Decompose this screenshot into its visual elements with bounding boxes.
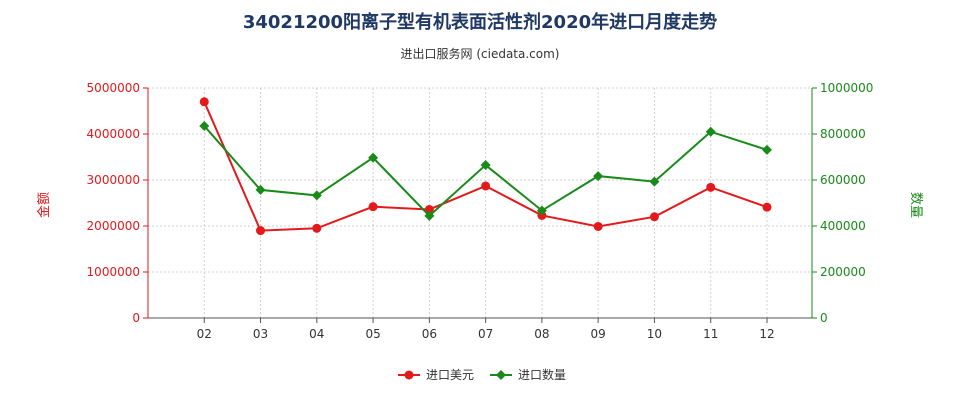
- data-point: [761, 144, 772, 155]
- left-axis-label: 金额: [36, 192, 52, 218]
- x-axis-tick-label: 06: [422, 327, 437, 341]
- data-point: [705, 126, 716, 137]
- legend-marker: [404, 370, 414, 380]
- x-axis-tick-label: 05: [365, 327, 380, 341]
- data-point: [424, 210, 435, 221]
- right-axis-tick-label: 0: [820, 311, 828, 325]
- x-axis-tick-label: 08: [534, 327, 549, 341]
- legend-marker: [496, 370, 506, 380]
- series-layer: [199, 97, 772, 236]
- data-point: [199, 120, 210, 131]
- axes: 0100000020000003000000400000050000000200…: [87, 81, 874, 341]
- left-axis-tick-label: 3000000: [87, 173, 140, 187]
- x-axis-tick-label: 04: [309, 327, 324, 341]
- data-point: [536, 205, 547, 216]
- right-axis-tick-label: 1000000: [820, 81, 873, 95]
- data-point: [199, 97, 209, 107]
- left-axis-tick-label: 1000000: [87, 265, 140, 279]
- left-axis-tick-label: 5000000: [87, 81, 140, 95]
- data-point: [593, 221, 603, 231]
- data-point: [368, 152, 379, 163]
- data-point: [312, 223, 322, 233]
- chart-subtitle: 进出口服务网 (ciedata.com): [401, 46, 560, 61]
- right-axis-tick-label: 200000: [820, 265, 866, 279]
- legend-label: 进口美元: [426, 368, 474, 382]
- right-axis-label: 数量: [908, 192, 923, 218]
- x-axis-tick-label: 07: [478, 327, 493, 341]
- x-axis-tick-label: 11: [703, 327, 718, 341]
- right-axis-tick-label: 600000: [820, 173, 866, 187]
- left-axis-tick-label: 0: [132, 311, 140, 325]
- left-axis-tick-label: 2000000: [87, 219, 140, 233]
- x-axis-tick-label: 12: [759, 327, 774, 341]
- data-point: [256, 226, 266, 236]
- data-point: [481, 181, 491, 191]
- x-axis-tick-label: 10: [647, 327, 662, 341]
- data-point: [480, 160, 491, 171]
- data-point: [255, 184, 266, 195]
- data-point: [706, 182, 716, 192]
- chart-title: 34021200阳离子型有机表面活性剂2020年进口月度走势: [243, 11, 717, 33]
- right-axis-tick-label: 400000: [820, 219, 866, 233]
- left-axis-tick-label: 4000000: [87, 127, 140, 141]
- x-axis-tick-label: 02: [197, 327, 212, 341]
- data-point: [311, 190, 322, 201]
- data-point: [368, 202, 378, 212]
- series-2: [199, 120, 772, 221]
- x-axis-tick-label: 09: [591, 327, 606, 341]
- x-axis-tick-label: 03: [253, 327, 268, 341]
- right-axis-tick-label: 800000: [820, 127, 866, 141]
- data-point: [649, 176, 660, 187]
- legend-label: 进口数量: [518, 367, 566, 382]
- data-point: [762, 202, 772, 212]
- data-point: [649, 212, 659, 222]
- data-point: [424, 204, 434, 214]
- legend: 进口美元 进口数量: [398, 367, 566, 382]
- data-point: [593, 171, 604, 182]
